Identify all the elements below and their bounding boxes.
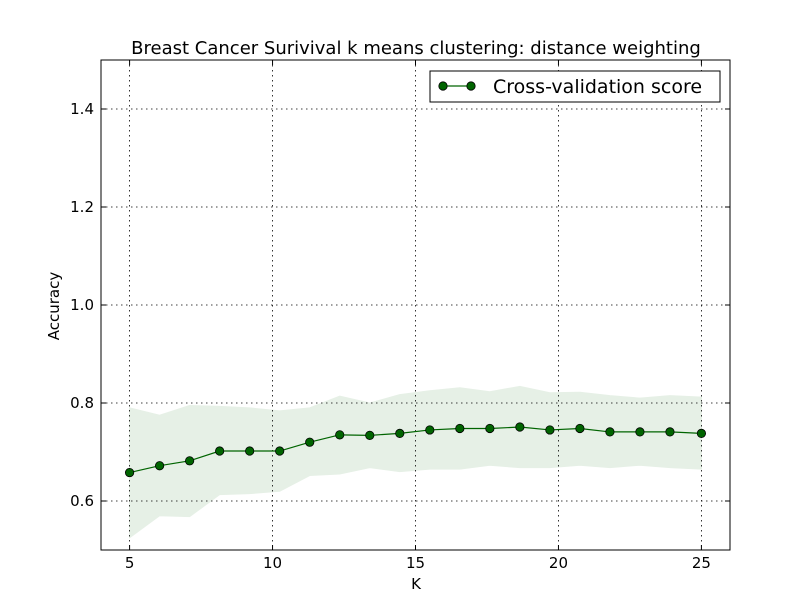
data-point (335, 430, 345, 440)
y-tick-label: 0.6 (70, 492, 94, 510)
data-point (425, 425, 435, 435)
series-line (129, 426, 702, 474)
data-point (215, 446, 225, 456)
data-point (515, 422, 525, 432)
y-tick-label: 1.4 (70, 100, 94, 118)
data-point (124, 467, 135, 478)
legend-marker-swatch (438, 81, 448, 91)
data-point (605, 427, 615, 437)
data-point (455, 423, 465, 434)
x-tick-label: 25 (692, 554, 711, 572)
confidence-band (129, 385, 702, 539)
data-point (665, 427, 675, 437)
data-point (485, 423, 495, 434)
legend-marker-swatch (466, 81, 476, 91)
x-tick-label: 20 (549, 554, 568, 572)
x-tick-label: 5 (125, 554, 135, 572)
data-point (365, 430, 375, 440)
data-point (545, 425, 555, 435)
y-tick-label: 1.2 (70, 198, 94, 216)
x-tick-label: 10 (263, 554, 282, 572)
data-point (245, 446, 255, 456)
data-point (185, 456, 195, 466)
legend-label: Cross-validation score (493, 76, 702, 98)
y-tick-label: 1.0 (70, 296, 94, 314)
legend-box (429, 70, 721, 103)
x-tick-label: 15 (406, 554, 425, 572)
data-point (635, 427, 645, 437)
data-point (696, 428, 707, 438)
data-point (155, 461, 165, 471)
y-axis-label: Accuracy (45, 272, 63, 341)
chart-title: Breast Cancer Surivival k means clusteri… (131, 38, 701, 59)
data-point (575, 423, 585, 434)
legend: Cross-validation score (429, 70, 721, 103)
data-point (275, 446, 285, 456)
data-point (305, 437, 315, 447)
x-axis-label: K (411, 575, 422, 593)
data-point (395, 428, 405, 438)
plot-area: 5 10 15 20 25 0.6 0.8 1.0 1.2 1.4 (70, 59, 731, 572)
y-tick-label: 0.8 (70, 394, 94, 412)
